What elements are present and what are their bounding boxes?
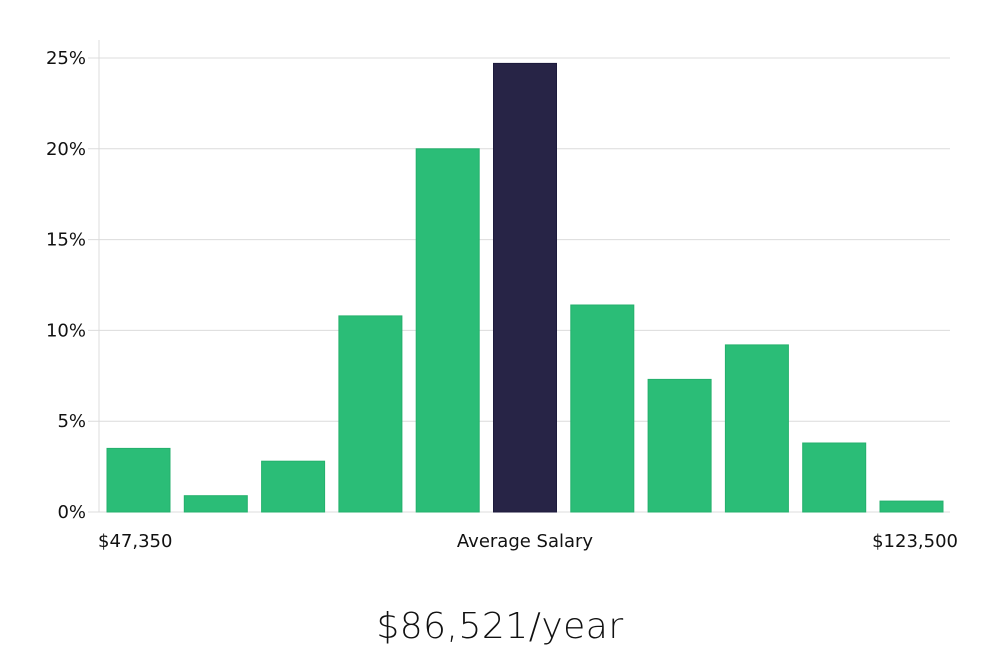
bar-highlight-average bbox=[493, 62, 557, 513]
x-max-label: $123,500 bbox=[872, 531, 958, 552]
bar-3 bbox=[261, 460, 326, 513]
x-min-label: $47,350 bbox=[98, 531, 172, 552]
salary-distribution-chart: 0%5%10%15%20%25% $47,350 Average Salary … bbox=[46, 40, 958, 552]
y-axis-ticks: 0% 5% 10% 15% 20% 25% bbox=[46, 48, 86, 523]
bar-7 bbox=[570, 304, 635, 513]
x-axis-title: Average Salary bbox=[457, 531, 594, 552]
bar-2 bbox=[183, 495, 248, 513]
bar-10 bbox=[802, 442, 867, 513]
bar-4 bbox=[338, 315, 403, 513]
y-tick-label-20: 20% bbox=[46, 139, 86, 160]
y-tick-label-5: 5% bbox=[57, 411, 86, 432]
bar-9 bbox=[724, 344, 789, 513]
y-tick-label-25: 25% bbox=[46, 48, 86, 69]
bars bbox=[106, 62, 944, 513]
y-tick-label-10: 10% bbox=[46, 320, 86, 341]
y-tick-label-0: 0% bbox=[57, 502, 86, 523]
y-tick-label-15: 15% bbox=[46, 230, 86, 251]
bar-5 bbox=[415, 148, 480, 513]
average-salary-value: $86,521/year bbox=[376, 606, 624, 647]
bar-11 bbox=[879, 500, 944, 513]
bar-8 bbox=[647, 378, 712, 513]
bar-1 bbox=[106, 447, 171, 513]
